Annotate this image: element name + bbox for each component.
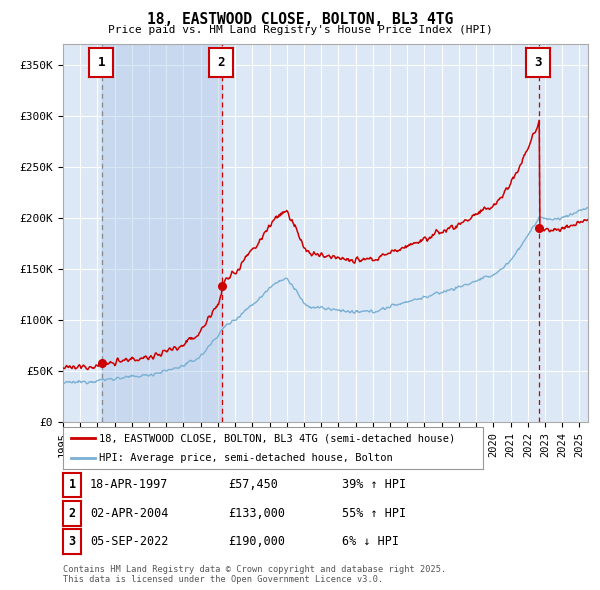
Text: 6% ↓ HPI: 6% ↓ HPI (342, 535, 399, 548)
Text: 02-APR-2004: 02-APR-2004 (90, 507, 169, 520)
Bar (103, 44, 222, 422)
Text: 3: 3 (68, 535, 76, 548)
Text: 55% ↑ HPI: 55% ↑ HPI (342, 507, 406, 520)
Text: 1: 1 (97, 56, 105, 69)
Text: 05-SEP-2022: 05-SEP-2022 (90, 535, 169, 548)
Text: HPI: Average price, semi-detached house, Bolton: HPI: Average price, semi-detached house,… (98, 453, 392, 463)
Text: 18, EASTWOOD CLOSE, BOLTON, BL3 4TG: 18, EASTWOOD CLOSE, BOLTON, BL3 4TG (147, 12, 453, 27)
Text: Contains HM Land Registry data © Crown copyright and database right 2025.
This d: Contains HM Land Registry data © Crown c… (63, 565, 446, 584)
Text: 1: 1 (68, 478, 76, 491)
Text: £133,000: £133,000 (228, 507, 285, 520)
Text: 2: 2 (217, 56, 225, 69)
Text: 39% ↑ HPI: 39% ↑ HPI (342, 478, 406, 491)
Text: £190,000: £190,000 (228, 535, 285, 548)
Text: Price paid vs. HM Land Registry's House Price Index (HPI): Price paid vs. HM Land Registry's House … (107, 25, 493, 35)
Text: £57,450: £57,450 (228, 478, 278, 491)
Text: 2: 2 (68, 507, 76, 520)
Text: 3: 3 (535, 56, 542, 69)
Text: 18, EASTWOOD CLOSE, BOLTON, BL3 4TG (semi-detached house): 18, EASTWOOD CLOSE, BOLTON, BL3 4TG (sem… (98, 433, 455, 443)
Text: 18-APR-1997: 18-APR-1997 (90, 478, 169, 491)
